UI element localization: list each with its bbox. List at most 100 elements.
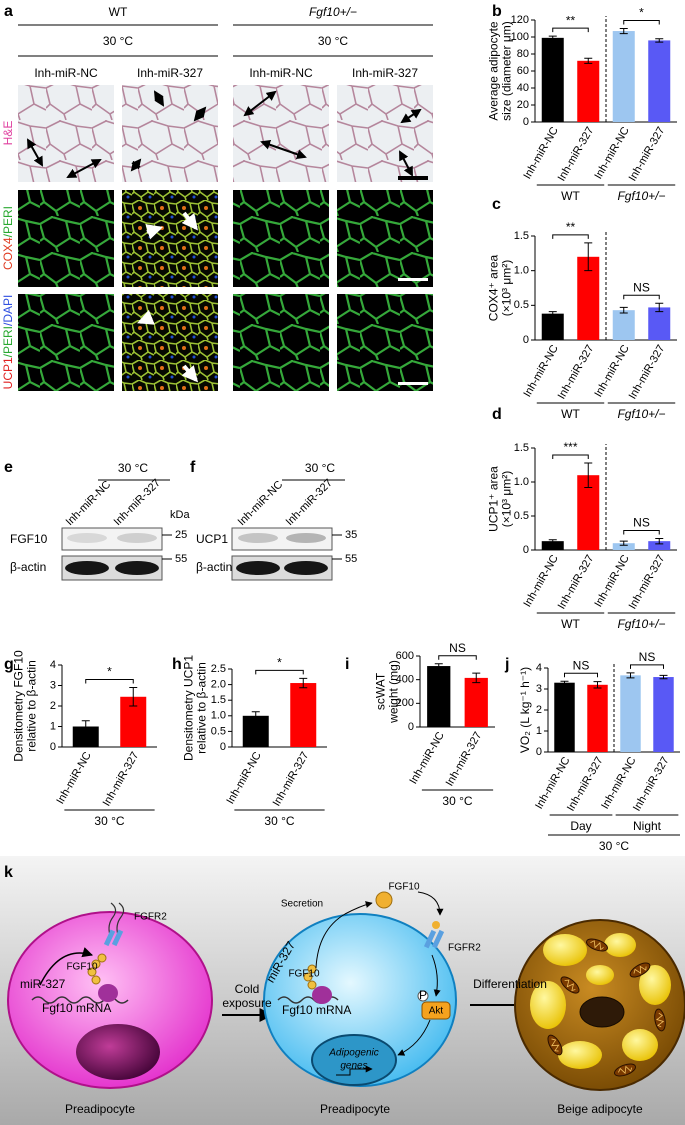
- cristae: [655, 1012, 665, 1028]
- y-axis-label: relative to β-actin: [195, 662, 209, 754]
- y-tick-label: 1.5: [211, 694, 226, 706]
- stain: /PERI: [1, 206, 15, 237]
- y-tick-label: 80: [517, 48, 529, 60]
- mitochondrion: [560, 976, 580, 994]
- phospho: [417, 990, 429, 1002]
- error-bar: [619, 28, 628, 35]
- secreted-protein: [375, 891, 393, 909]
- bar: [612, 31, 635, 122]
- x-tick-label: Inh-miR-327: [444, 730, 485, 788]
- y-axis-label: Densitometry UCP1: [182, 655, 196, 761]
- error-bar: [619, 306, 628, 314]
- bar: [648, 307, 671, 340]
- panel-letter: e: [4, 459, 13, 476]
- band: [286, 533, 326, 543]
- x-tick-label: Inh-miR-NC: [521, 553, 560, 609]
- y-tick-label: 0.5: [514, 510, 529, 522]
- receptor: [431, 929, 445, 949]
- marker-label: 25: [175, 529, 187, 541]
- stain: UCP1: [1, 357, 15, 389]
- significance-label: NS: [633, 516, 650, 530]
- significance-bracket: [623, 529, 660, 535]
- group-label: Fgf10+/−: [617, 407, 665, 421]
- arrow: [66, 159, 102, 178]
- temperature-header: 30 °C: [318, 34, 348, 48]
- y-axis-label: UCP1⁺ area: [487, 466, 501, 532]
- ligand: [432, 921, 440, 929]
- panel-letter: k: [4, 864, 13, 881]
- error-bar: [251, 711, 260, 721]
- diagram: [7, 891, 685, 1091]
- bar: [541, 541, 564, 550]
- column-label: Inh-miR-327: [352, 66, 418, 80]
- receptor-label: FGFR2: [134, 912, 167, 923]
- bar: [290, 683, 317, 747]
- lipid-droplet: [543, 934, 587, 966]
- micrograph: [122, 190, 218, 287]
- lipid-droplet: [604, 933, 636, 957]
- error-bar: [626, 672, 635, 679]
- genotype-header: Fgf10+/−: [309, 5, 357, 19]
- y-tick-label: 0.5: [514, 299, 529, 311]
- y-tick-label: 0.5: [211, 725, 226, 737]
- panel-letter: h: [172, 656, 182, 673]
- lipid-droplet: [586, 965, 614, 985]
- nucleus: [579, 996, 625, 1028]
- temperature-header: 30 °C: [103, 34, 133, 48]
- bar: [577, 475, 600, 550]
- y-tick-label: 600: [396, 650, 414, 662]
- mirna-label: miR-327: [20, 977, 66, 991]
- group-label: WT: [561, 407, 580, 421]
- unit-label: kDa: [170, 509, 190, 521]
- error-bar: [659, 674, 668, 680]
- arrow: [400, 108, 422, 124]
- bar: [620, 675, 641, 752]
- panel-letter: g: [4, 656, 14, 673]
- error-bar: [548, 35, 557, 41]
- y-axis-label: (×10³ μm²): [500, 260, 514, 317]
- micrograph: [337, 85, 433, 182]
- significance-label: **: [566, 220, 576, 234]
- protein-label: FGF10: [66, 962, 98, 973]
- panel-letter: f: [190, 459, 196, 476]
- row-label: UCP1/PERI/DAPI: [1, 295, 15, 390]
- x-tick-label: Inh-miR-327: [101, 750, 142, 808]
- x-tick-label: Inh-miR-NC: [224, 750, 263, 806]
- y-tick-label: 3: [50, 679, 56, 691]
- micrograph: [122, 294, 218, 391]
- bar: [648, 541, 671, 550]
- x-tick-label: Inh-miR-327: [556, 343, 597, 401]
- y-tick-label: 3: [536, 683, 542, 695]
- y-tick-label: 2.0: [211, 679, 226, 691]
- marker-label: 55: [345, 553, 357, 565]
- bar: [612, 310, 635, 340]
- significance-bracket: [623, 294, 660, 300]
- arrow: [137, 309, 155, 325]
- cristae: [633, 965, 647, 974]
- transition-label: exposure: [222, 996, 272, 1010]
- significance-label: NS: [449, 641, 466, 655]
- column-label: Inh-miR-327: [137, 66, 203, 80]
- y-axis-label: Average adipocyte: [487, 21, 501, 121]
- group-label: 30 °C: [94, 814, 124, 828]
- scale-bar: [398, 278, 428, 281]
- y-axis-label: (×10³ μm²): [500, 471, 514, 528]
- y-tick-label: 0: [523, 334, 529, 346]
- column-label: Inh-miR-NC: [249, 66, 313, 80]
- signal-arrow: [397, 1019, 431, 1056]
- arrow: [260, 139, 307, 160]
- y-axis-label: weight (mg): [387, 660, 401, 724]
- bar: [554, 682, 575, 752]
- peptide: [303, 972, 313, 982]
- x-tick-label: Inh-miR-NC: [407, 730, 446, 786]
- y-axis-label: size (diameter μm): [500, 21, 514, 121]
- micrograph: [233, 85, 329, 182]
- nucleus: [311, 1034, 397, 1086]
- cristae: [618, 1065, 632, 1075]
- significance-bracket: [552, 27, 589, 33]
- lipid-droplet: [558, 1041, 602, 1069]
- arrow: [181, 364, 199, 383]
- x-tick-label: Inh-miR-NC: [521, 125, 560, 181]
- y-tick-label: 100: [511, 31, 529, 43]
